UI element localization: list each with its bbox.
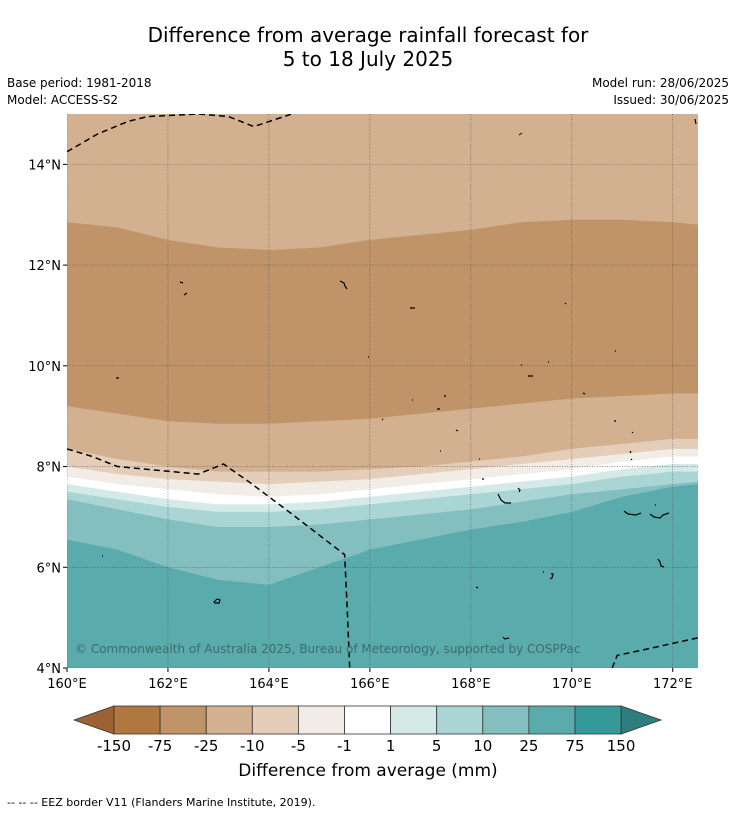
- colorbar-tick-label: -25: [193, 737, 219, 755]
- x-tick-label: 168°E: [451, 677, 491, 692]
- y-tick-label: 14°N: [28, 158, 61, 173]
- colorbar-tick-label: -75: [147, 737, 173, 755]
- gridlines: [67, 114, 698, 668]
- colorbar-swatch: [297, 705, 345, 735]
- colorbar: [72, 705, 663, 735]
- colorbar-swatch: [390, 705, 438, 735]
- issued-label: Issued: 30/06/2025: [613, 93, 729, 107]
- colorbar-swatch: [574, 705, 622, 735]
- y-tick-label: 8°N: [37, 461, 62, 476]
- x-tick-label: 172°E: [653, 677, 693, 692]
- colorbar-swatch: [251, 705, 299, 735]
- chart-title-line1: Difference from average rainfall forecas…: [147, 23, 589, 47]
- x-tick-label: 164°E: [249, 677, 289, 692]
- eez-borders: [67, 114, 698, 668]
- colorbar-title: Difference from average (mm): [238, 761, 498, 781]
- y-tick-label: 12°N: [28, 259, 61, 274]
- x-tick-label: 166°E: [350, 677, 390, 692]
- colorbar-swatch: [436, 705, 484, 735]
- chart-title-line2: 5 to 18 July 2025: [282, 47, 454, 71]
- colorbar-tick-label: 10: [473, 737, 493, 755]
- colorbar-swatch: [205, 705, 253, 735]
- colorbar-tick-label: 150: [606, 737, 636, 755]
- x-tick-label: 170°E: [552, 677, 592, 692]
- model-run-label: Model run: 28/06/2025: [591, 76, 729, 90]
- colorbar-tick-label: 75: [565, 737, 585, 755]
- x-tick-label: 160°E: [47, 677, 87, 692]
- model-label: Model: ACCESS-S2: [7, 93, 119, 107]
- y-tick-label: 6°N: [37, 561, 62, 576]
- eez-footnote: -- -- -- EEZ border V11 (Flanders Marine…: [7, 796, 316, 809]
- colorbar-swatch: [528, 705, 576, 735]
- y-tick-label: 4°N: [37, 662, 62, 677]
- colorbar-swatch: [482, 705, 530, 735]
- base-period-label: Base period: 1981-2018: [7, 76, 152, 90]
- eez-border: [611, 637, 698, 668]
- colorbar-swatch: [344, 705, 391, 735]
- colorbar-tick-label: -150: [96, 737, 132, 755]
- colorbar-tick-label: -10: [240, 737, 265, 755]
- contour-bands: [67, 114, 698, 668]
- colorbar-swatch: [159, 705, 207, 735]
- axis-ticks: 160°E 162°E 164°E 166°E 168°E 170°E 172°E 14°N 1…: [28, 158, 692, 692]
- colorbar-swatch: [113, 705, 161, 735]
- colorbar-tick-label: -5: [290, 737, 306, 755]
- colorbar-arrow-low: [72, 705, 115, 735]
- colorbar-tick-label: 25: [519, 737, 539, 755]
- island: [518, 132, 523, 136]
- copyright-notice: © Commonwealth of Australia 2025, Bureau…: [75, 642, 581, 656]
- x-tick-label: 162°E: [148, 677, 188, 692]
- colorbar-tick-label: 1: [385, 737, 396, 755]
- coastlines: [102, 118, 697, 640]
- eez-border: [67, 114, 295, 153]
- colorbar-tick-label: -1: [337, 737, 352, 755]
- contour-band: [67, 484, 698, 668]
- colorbar-arrow-high: [620, 705, 663, 735]
- y-tick-label: 10°N: [28, 360, 61, 375]
- island-group: [102, 118, 697, 640]
- colorbar-tick-label: 5: [431, 737, 442, 755]
